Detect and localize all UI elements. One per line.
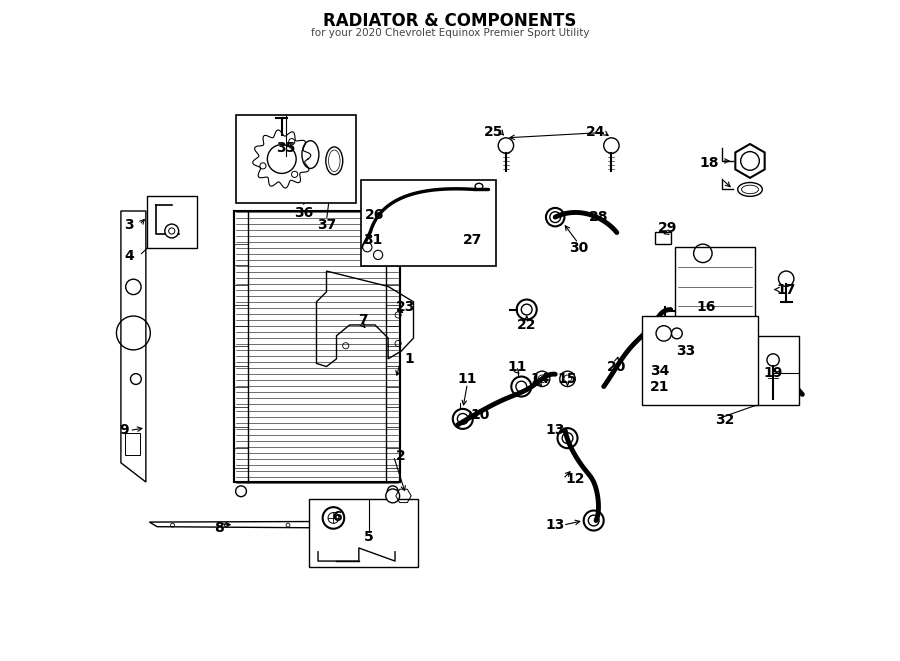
Circle shape <box>165 224 179 238</box>
Circle shape <box>387 486 398 496</box>
Text: 22: 22 <box>517 318 536 332</box>
Text: 35: 35 <box>276 141 295 155</box>
Text: 11: 11 <box>458 372 477 386</box>
Text: RADIATOR & COMPONENTS: RADIATOR & COMPONENTS <box>323 12 577 30</box>
Bar <box>237 115 356 204</box>
Circle shape <box>363 243 372 252</box>
Text: 8: 8 <box>214 522 223 535</box>
Text: 3: 3 <box>124 218 134 232</box>
Text: 29: 29 <box>658 221 678 235</box>
Text: 36: 36 <box>293 206 313 219</box>
Text: 34: 34 <box>650 364 670 378</box>
Text: 5: 5 <box>364 529 374 544</box>
Text: 16: 16 <box>697 300 716 314</box>
Circle shape <box>374 251 382 260</box>
Text: 21: 21 <box>650 379 670 393</box>
Bar <box>234 211 400 482</box>
Text: 13: 13 <box>545 518 565 532</box>
Text: 12: 12 <box>565 472 585 486</box>
Bar <box>643 317 758 405</box>
Text: 32: 32 <box>715 413 734 428</box>
Circle shape <box>322 507 344 529</box>
Bar <box>361 180 496 266</box>
Text: 26: 26 <box>365 208 384 222</box>
Text: 7: 7 <box>358 313 367 327</box>
Text: 9: 9 <box>119 424 129 438</box>
Text: 24: 24 <box>586 126 606 139</box>
Circle shape <box>386 489 400 503</box>
Text: 17: 17 <box>777 282 796 297</box>
Bar <box>125 433 140 455</box>
Text: 10: 10 <box>471 408 491 422</box>
Bar <box>655 232 670 244</box>
Text: 15: 15 <box>558 372 577 386</box>
Text: 18: 18 <box>699 156 719 171</box>
Text: 1: 1 <box>404 352 414 366</box>
Bar <box>752 336 798 405</box>
Text: 31: 31 <box>363 233 382 247</box>
Text: 13: 13 <box>545 424 565 438</box>
Text: 2: 2 <box>396 449 406 463</box>
Text: 6: 6 <box>332 510 341 524</box>
Text: 19: 19 <box>763 366 783 379</box>
Text: 23: 23 <box>396 300 416 314</box>
Text: 28: 28 <box>589 210 608 224</box>
Text: 4: 4 <box>124 249 134 262</box>
Text: for your 2020 Chevrolet Equinox Premier Sport Utility: for your 2020 Chevrolet Equinox Premier … <box>310 28 590 38</box>
Bar <box>147 196 197 248</box>
Text: 27: 27 <box>464 233 482 247</box>
Text: 33: 33 <box>677 344 696 358</box>
Text: 25: 25 <box>484 126 503 139</box>
Circle shape <box>236 486 247 496</box>
Text: 37: 37 <box>317 218 336 232</box>
Bar <box>655 351 672 364</box>
Text: 20: 20 <box>608 360 626 373</box>
Text: 11: 11 <box>507 360 526 373</box>
Bar <box>674 247 755 346</box>
Text: 30: 30 <box>569 241 588 255</box>
Text: 14: 14 <box>530 372 550 386</box>
Bar <box>309 499 419 566</box>
